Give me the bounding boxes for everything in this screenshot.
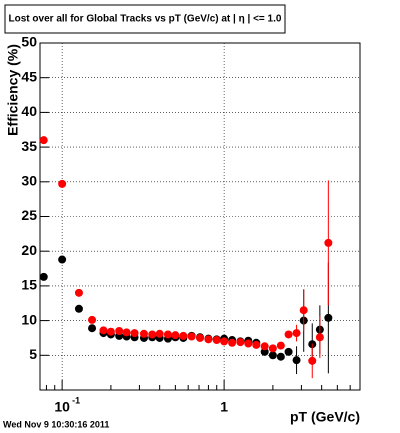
y-tick-label: 5: [29, 346, 37, 362]
data-point: [106, 327, 115, 336]
data-point: [260, 347, 269, 356]
y-tick-label: 40: [21, 103, 37, 119]
data-point: [324, 238, 333, 247]
y-tick-label: 25: [21, 207, 37, 223]
data-point: [284, 347, 293, 356]
data-point: [179, 331, 188, 340]
data-point: [308, 356, 317, 365]
data-point: [196, 333, 205, 342]
plot-frame: [39, 42, 361, 391]
x-axis-label: pT (GeV/c): [290, 409, 360, 425]
x-tick-exponent: -1: [72, 395, 80, 405]
data-point: [276, 352, 285, 361]
y-tick-label: 30: [21, 173, 37, 189]
data-point: [148, 330, 157, 339]
data-point: [74, 304, 83, 313]
data-point: [163, 330, 172, 339]
data-point: [74, 288, 83, 297]
data-point: [292, 356, 301, 365]
data-point: [88, 324, 97, 333]
data-point: [122, 328, 131, 337]
data-point: [299, 306, 308, 315]
data-point: [58, 255, 67, 264]
y-axis-label: Efficiency (%): [5, 44, 21, 136]
chart-title: Lost over all for Global Tracks vs pT (G…: [9, 14, 282, 25]
data-point: [315, 333, 324, 342]
data-point: [58, 179, 67, 188]
data-point: [276, 341, 285, 350]
y-tick-label: 45: [21, 68, 37, 84]
data-point: [99, 326, 108, 335]
y-tick-label: 50: [21, 34, 37, 50]
data-point: [244, 339, 253, 348]
data-point: [292, 329, 301, 338]
data-point: [236, 338, 245, 347]
data-point: [268, 344, 277, 353]
x-tick-label: 1: [220, 399, 228, 415]
data-point: [284, 330, 293, 339]
data-point: [252, 340, 261, 349]
y-tick-label: 10: [21, 311, 37, 327]
y-tick-label: 35: [21, 138, 37, 154]
data-point: [187, 332, 196, 341]
data-point: [212, 336, 221, 345]
data-point: [115, 327, 124, 336]
data-point: [220, 337, 229, 346]
data-point: [260, 342, 269, 351]
data-point: [268, 351, 277, 360]
data-point: [171, 331, 180, 340]
data-point: [155, 329, 164, 338]
data-point: [39, 136, 48, 145]
data-point: [324, 313, 333, 322]
x-tick-label: 10: [54, 399, 70, 415]
data-point: [39, 272, 48, 281]
data-point: [204, 335, 213, 344]
y-tick-label: 15: [21, 277, 37, 293]
title-box: [4, 4, 286, 34]
y-tick-label: 20: [21, 242, 37, 258]
data-point: [130, 329, 139, 338]
timestamp: Wed Nov 9 10:30:16 2011: [3, 419, 109, 429]
data-point: [139, 329, 148, 338]
data-point: [228, 338, 237, 347]
data-point: [88, 315, 97, 324]
